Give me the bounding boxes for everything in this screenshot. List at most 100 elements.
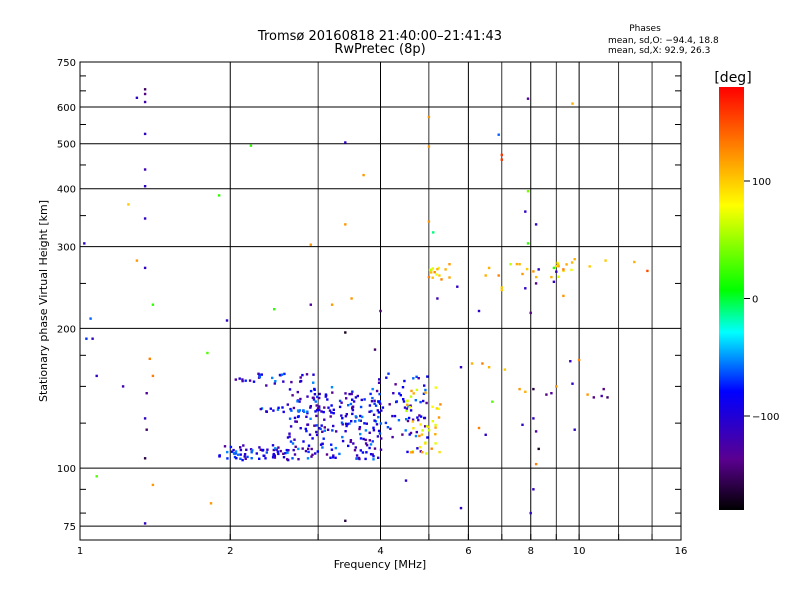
data-point xyxy=(358,426,362,429)
data-point xyxy=(272,452,275,456)
data-point xyxy=(323,418,326,421)
data-point xyxy=(328,409,332,412)
data-point xyxy=(241,379,244,383)
phase-box-title: Phases xyxy=(629,24,661,34)
data-point xyxy=(374,404,378,407)
data-point xyxy=(430,271,433,274)
data-point xyxy=(327,406,330,409)
data-point xyxy=(323,429,326,432)
data-point xyxy=(234,452,237,455)
data-point xyxy=(316,407,320,410)
data-point xyxy=(369,443,373,446)
data-point xyxy=(550,392,553,395)
data-point xyxy=(352,442,355,445)
data-point xyxy=(332,408,335,411)
data-point xyxy=(348,422,351,425)
data-point xyxy=(244,379,247,382)
data-point xyxy=(282,456,286,459)
data-point xyxy=(294,420,297,423)
data-point xyxy=(298,409,301,412)
data-point xyxy=(484,274,487,277)
data-point xyxy=(606,396,609,399)
data-point xyxy=(297,458,300,461)
data-point xyxy=(470,362,474,365)
x-tick-label: 6 xyxy=(465,546,471,557)
data-point xyxy=(500,153,503,157)
data-point xyxy=(289,440,293,443)
data-point xyxy=(423,416,427,420)
data-point xyxy=(362,173,365,177)
data-point xyxy=(293,453,297,456)
data-point xyxy=(318,396,321,400)
data-point xyxy=(309,406,312,409)
data-point xyxy=(234,450,238,453)
data-point xyxy=(419,415,423,418)
data-point xyxy=(230,450,234,453)
data-point xyxy=(347,404,350,407)
data-point xyxy=(282,410,285,414)
data-point xyxy=(397,419,401,422)
data-point xyxy=(557,265,560,268)
colorbar-tick-label: 100 xyxy=(752,177,771,188)
data-point xyxy=(409,451,413,454)
data-point xyxy=(277,406,280,409)
data-point xyxy=(379,402,382,405)
data-point xyxy=(550,275,553,279)
data-point xyxy=(376,409,379,412)
data-point xyxy=(151,303,155,306)
data-point xyxy=(241,378,244,381)
data-point xyxy=(322,410,325,414)
data-point xyxy=(380,437,383,440)
data-point xyxy=(405,418,408,421)
data-point xyxy=(359,405,363,409)
data-point xyxy=(258,446,261,449)
data-point xyxy=(347,444,350,448)
data-point xyxy=(438,274,441,277)
data-point xyxy=(294,445,297,448)
data-point xyxy=(378,392,381,396)
data-point xyxy=(301,447,304,450)
data-point xyxy=(307,450,310,454)
data-point xyxy=(435,273,438,276)
data-point xyxy=(421,429,424,432)
data-point xyxy=(291,457,294,460)
colorbar: [deg] 100 0 −100 xyxy=(714,70,779,510)
data-point xyxy=(243,453,247,456)
data-point xyxy=(319,427,322,431)
data-point xyxy=(335,430,338,433)
data-point xyxy=(361,415,364,419)
data-point xyxy=(143,217,147,220)
data-point xyxy=(269,407,272,410)
data-point xyxy=(534,430,538,433)
data-point xyxy=(246,455,249,459)
data-point xyxy=(369,453,373,456)
data-point xyxy=(395,400,398,403)
data-point xyxy=(562,269,565,273)
data-point xyxy=(143,100,147,104)
data-point xyxy=(554,264,558,268)
data-point xyxy=(491,400,494,403)
data-point xyxy=(525,267,529,271)
data-point xyxy=(416,447,419,450)
data-point xyxy=(282,380,285,383)
data-point xyxy=(121,385,125,388)
data-point xyxy=(296,390,299,394)
data-point xyxy=(524,287,527,290)
colorbar-gradient xyxy=(719,87,744,510)
data-point xyxy=(143,132,147,136)
data-point xyxy=(377,411,381,414)
data-point xyxy=(364,442,368,445)
data-point xyxy=(340,414,343,417)
data-point xyxy=(385,376,388,379)
data-point xyxy=(148,357,151,360)
data-point xyxy=(415,388,419,392)
data-point xyxy=(289,425,293,428)
data-point xyxy=(318,392,321,396)
data-point xyxy=(143,457,147,460)
data-point xyxy=(412,392,415,395)
data-point xyxy=(265,410,268,413)
colorbar-ticks: 100 0 −100 xyxy=(744,177,779,423)
data-point xyxy=(386,426,390,429)
data-point xyxy=(552,266,556,270)
data-point xyxy=(373,419,376,422)
